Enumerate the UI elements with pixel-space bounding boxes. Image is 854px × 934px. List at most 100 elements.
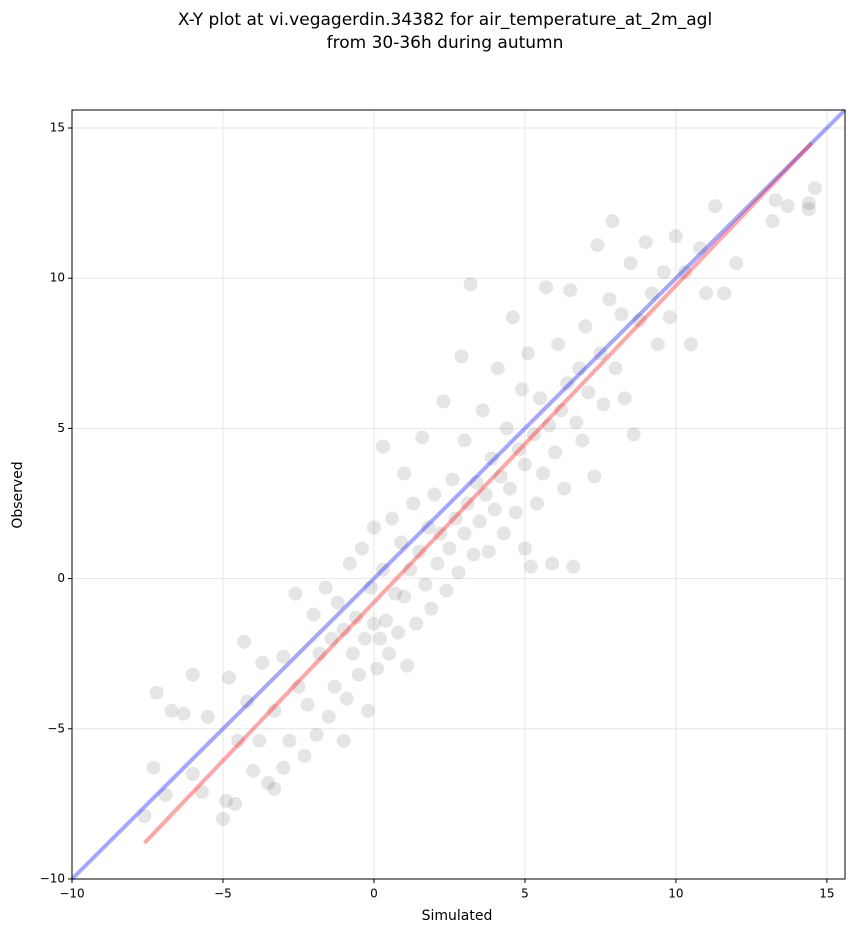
- point: [560, 376, 575, 391]
- point: [427, 487, 442, 502]
- point: [490, 361, 505, 376]
- point: [530, 496, 545, 511]
- point: [551, 337, 566, 352]
- point: [587, 469, 602, 484]
- point: [430, 556, 445, 571]
- point: [412, 544, 427, 559]
- point: [684, 337, 699, 352]
- point: [617, 391, 632, 406]
- point: [267, 781, 282, 796]
- point: [363, 580, 378, 595]
- point: [421, 520, 436, 535]
- point: [768, 193, 783, 208]
- point: [336, 733, 351, 748]
- point: [176, 706, 191, 721]
- x-tick-label: 10: [668, 887, 683, 901]
- point: [397, 589, 412, 604]
- point: [357, 631, 372, 646]
- point: [324, 631, 339, 646]
- point: [137, 808, 152, 823]
- point: [557, 481, 572, 496]
- y-tick-label: −5: [47, 721, 65, 735]
- point: [267, 703, 282, 718]
- point: [708, 199, 723, 214]
- point: [463, 277, 478, 292]
- point: [354, 541, 369, 556]
- point: [466, 547, 481, 562]
- point: [348, 610, 363, 625]
- point: [563, 283, 578, 298]
- chart-title: X-Y plot at vi.vegagerdin.34382 for air_…: [178, 10, 712, 30]
- point: [403, 562, 418, 577]
- point: [369, 661, 384, 676]
- point: [246, 763, 261, 778]
- point: [318, 580, 333, 595]
- point: [424, 601, 439, 616]
- x-tick-label: 15: [819, 887, 834, 901]
- point: [406, 496, 421, 511]
- point: [801, 196, 816, 211]
- point: [185, 766, 200, 781]
- point: [382, 646, 397, 661]
- point: [487, 502, 502, 517]
- point: [222, 670, 237, 685]
- point: [656, 265, 671, 280]
- point: [185, 667, 200, 682]
- fit-line: [70, 108, 847, 881]
- point: [469, 475, 484, 490]
- point: [536, 466, 551, 481]
- point: [484, 451, 499, 466]
- chart-title: from 30-36h during autumn: [327, 33, 564, 53]
- point: [517, 457, 532, 472]
- point: [240, 694, 255, 709]
- point: [149, 685, 164, 700]
- point: [693, 241, 708, 256]
- point: [460, 496, 475, 511]
- point: [433, 526, 448, 541]
- point: [502, 481, 517, 496]
- point: [526, 427, 541, 442]
- point: [255, 655, 270, 670]
- point: [542, 418, 557, 433]
- point: [451, 565, 466, 580]
- point: [626, 427, 641, 442]
- y-tick-label: 10: [50, 271, 65, 285]
- point: [457, 433, 472, 448]
- point: [523, 559, 538, 574]
- point: [146, 760, 161, 775]
- y-tick-label: −10: [40, 872, 65, 886]
- point: [379, 613, 394, 628]
- point: [614, 307, 629, 322]
- point: [442, 541, 457, 556]
- point: [345, 646, 360, 661]
- point: [699, 286, 714, 301]
- point: [623, 256, 638, 271]
- point: [472, 514, 487, 529]
- plot-frame: [71, 109, 846, 880]
- point: [309, 727, 324, 742]
- point: [499, 421, 514, 436]
- point: [297, 748, 312, 763]
- point: [385, 511, 400, 526]
- point: [508, 505, 523, 520]
- point: [200, 709, 215, 724]
- point: [164, 703, 179, 718]
- x-axis-label: Simulated: [422, 908, 493, 924]
- point: [252, 733, 267, 748]
- point: [539, 280, 554, 295]
- point: [158, 787, 173, 802]
- point: [288, 586, 303, 601]
- point: [237, 634, 252, 649]
- point: [590, 238, 605, 253]
- x-tick-label: 0: [370, 887, 378, 901]
- point: [457, 526, 472, 541]
- point: [493, 469, 508, 484]
- point: [593, 346, 608, 361]
- point: [445, 472, 460, 487]
- point: [605, 214, 620, 229]
- point: [677, 265, 692, 280]
- point: [376, 562, 391, 577]
- point: [765, 214, 780, 229]
- point: [729, 256, 744, 271]
